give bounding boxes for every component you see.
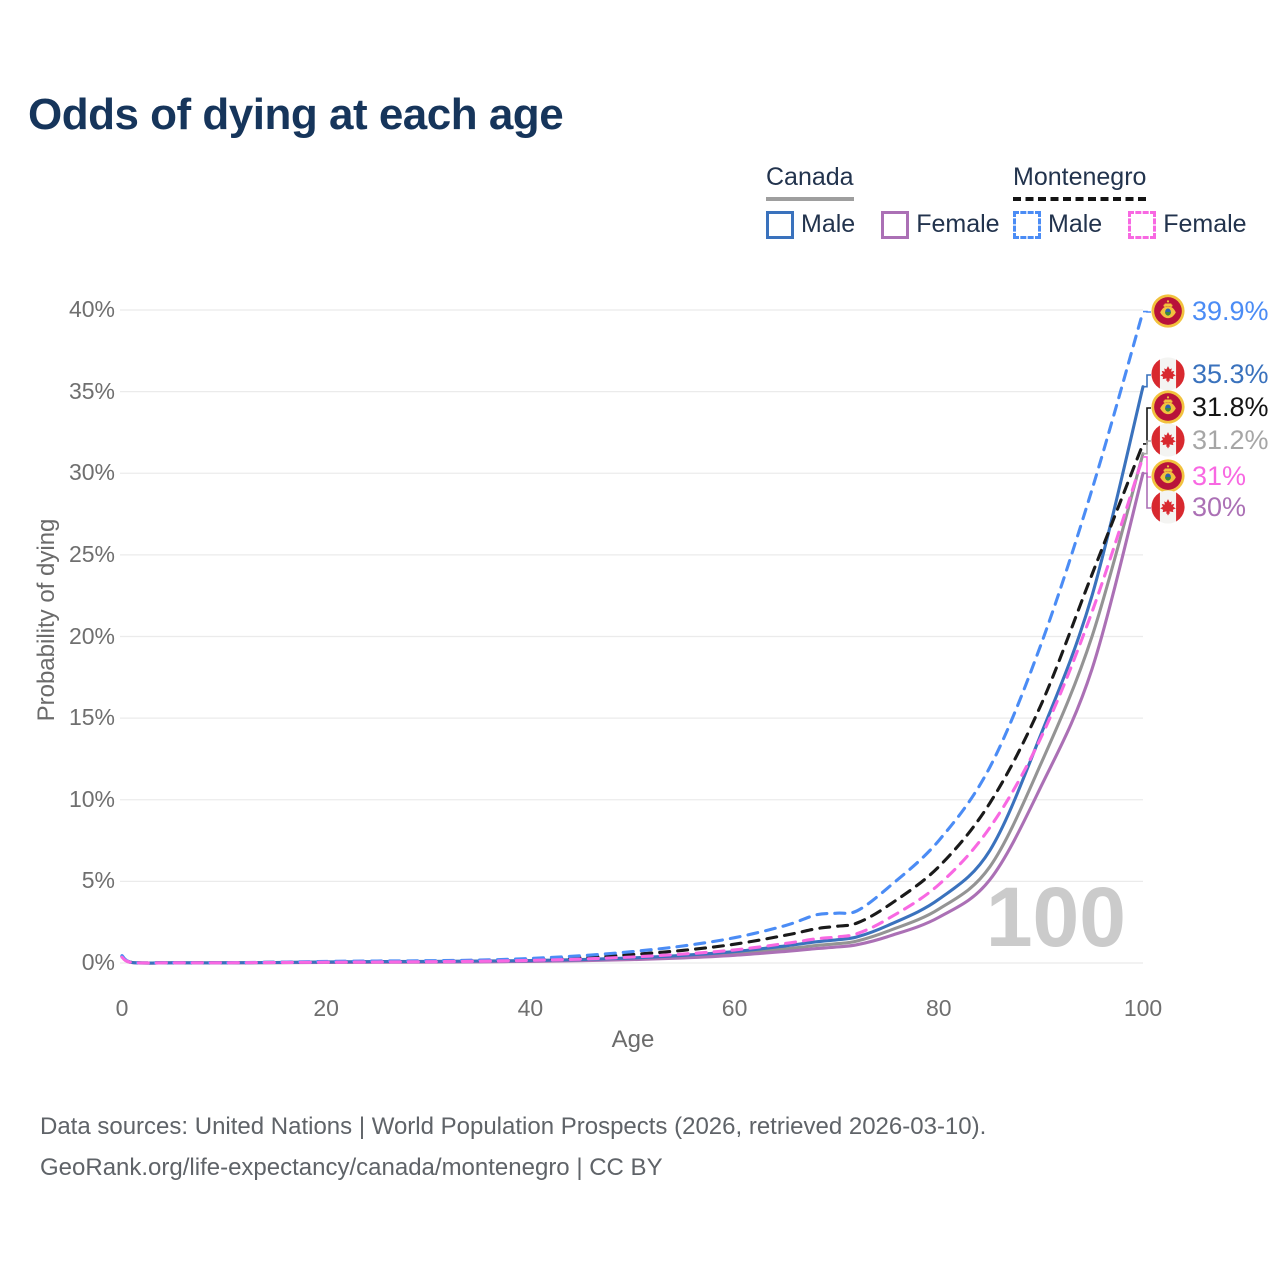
canada-flag-icon: [1151, 357, 1185, 391]
montenegro-male-swatch-icon: [1013, 210, 1041, 239]
leader-line: [1143, 472, 1151, 509]
legend-group-canada: Canada Male Female: [766, 163, 1000, 239]
y-tick-label: 5%: [81, 867, 115, 894]
end-label-value: 35.3%: [1192, 358, 1269, 389]
canada-female-swatch-icon: [881, 210, 910, 239]
montenegro-flag-icon: [1151, 390, 1185, 424]
end-label-value: 31.8%: [1192, 391, 1269, 422]
y-tick-label: 35%: [68, 377, 115, 404]
montenegro-flag-icon: [1151, 459, 1185, 493]
end-label-canada-both-sexes: 31.2%: [1151, 423, 1269, 457]
end-label-canada-female: 30%: [1151, 490, 1246, 524]
x-tick-label: 0: [115, 995, 129, 1021]
end-label-montenegro-both-sexes: 31.8%: [1151, 390, 1269, 424]
end-label-montenegro-male: 39.9%: [1151, 294, 1269, 328]
end-label-value: 31%: [1192, 460, 1247, 491]
legend-item-montenegro-male[interactable]: Male: [1013, 210, 1102, 239]
y-tick-label: 25%: [68, 540, 115, 567]
leader-line: [1143, 440, 1151, 455]
legend-canada-title[interactable]: Canada: [766, 163, 854, 201]
x-tick-label: 20: [313, 995, 339, 1021]
legend-item-canada-female[interactable]: Female: [881, 210, 1000, 239]
footer-data-sources: Data sources: United Nations | World Pop…: [40, 1113, 987, 1140]
page-title: Odds of dying at each age: [28, 90, 564, 139]
y-tick-label: 15%: [68, 704, 115, 731]
x-tick-label: 40: [517, 995, 544, 1021]
series-line-montenegro-female: [120, 455, 1145, 965]
y-tick-label: 10%: [68, 785, 115, 812]
end-label-montenegro-female: 31%: [1151, 459, 1246, 493]
leader-line: [1143, 456, 1151, 478]
legend-label-canada-female: Female: [916, 210, 1000, 238]
footer-attribution: GeoRank.org/life-expectancy/canada/monte…: [40, 1154, 663, 1181]
legend-item-canada-male[interactable]: Male: [766, 210, 855, 239]
series-line-montenegro-male: [120, 310, 1145, 965]
legend-label-canada-male: Male: [801, 210, 856, 238]
montenegro-flag-icon: [1151, 294, 1185, 328]
legend-item-montenegro-female[interactable]: Female: [1128, 210, 1247, 239]
x-tick-label: 80: [926, 995, 952, 1021]
age-counter-watermark: 100: [986, 870, 1126, 964]
end-label-value: 30%: [1192, 491, 1247, 522]
legend-montenegro-title[interactable]: Montenegro: [1013, 163, 1147, 201]
footer: Data sources: United Nations | World Pop…: [40, 1106, 986, 1188]
canada-male-swatch-icon: [766, 210, 794, 239]
y-tick-label: 0%: [81, 949, 115, 975]
y-tick-label: 30%: [68, 459, 115, 486]
end-label-canada-male: 35.3%: [1151, 357, 1269, 391]
end-label-value: 31.2%: [1192, 424, 1269, 455]
end-label-value: 39.9%: [1192, 295, 1269, 326]
legend-label-montenegro-male: Male: [1048, 210, 1103, 238]
legend-group-montenegro: Montenegro Male Female: [1013, 163, 1247, 239]
leader-line: [1143, 374, 1151, 388]
y-tick-label: 40%: [68, 296, 115, 322]
leader-line: [1143, 407, 1151, 445]
series-curves: [120, 310, 1145, 965]
canada-flag-icon: [1151, 490, 1185, 524]
montenegro-female-swatch-icon: [1128, 210, 1157, 239]
legend-label-montenegro-female: Female: [1163, 210, 1247, 238]
x-tick-label: 100: [1123, 995, 1163, 1021]
leader-lines: [1143, 310, 1151, 509]
canada-flag-icon: [1151, 423, 1185, 457]
x-tick-label: 60: [721, 995, 748, 1021]
y-tick-label: 20%: [68, 622, 115, 649]
x-axis-title: Age: [611, 1026, 655, 1053]
